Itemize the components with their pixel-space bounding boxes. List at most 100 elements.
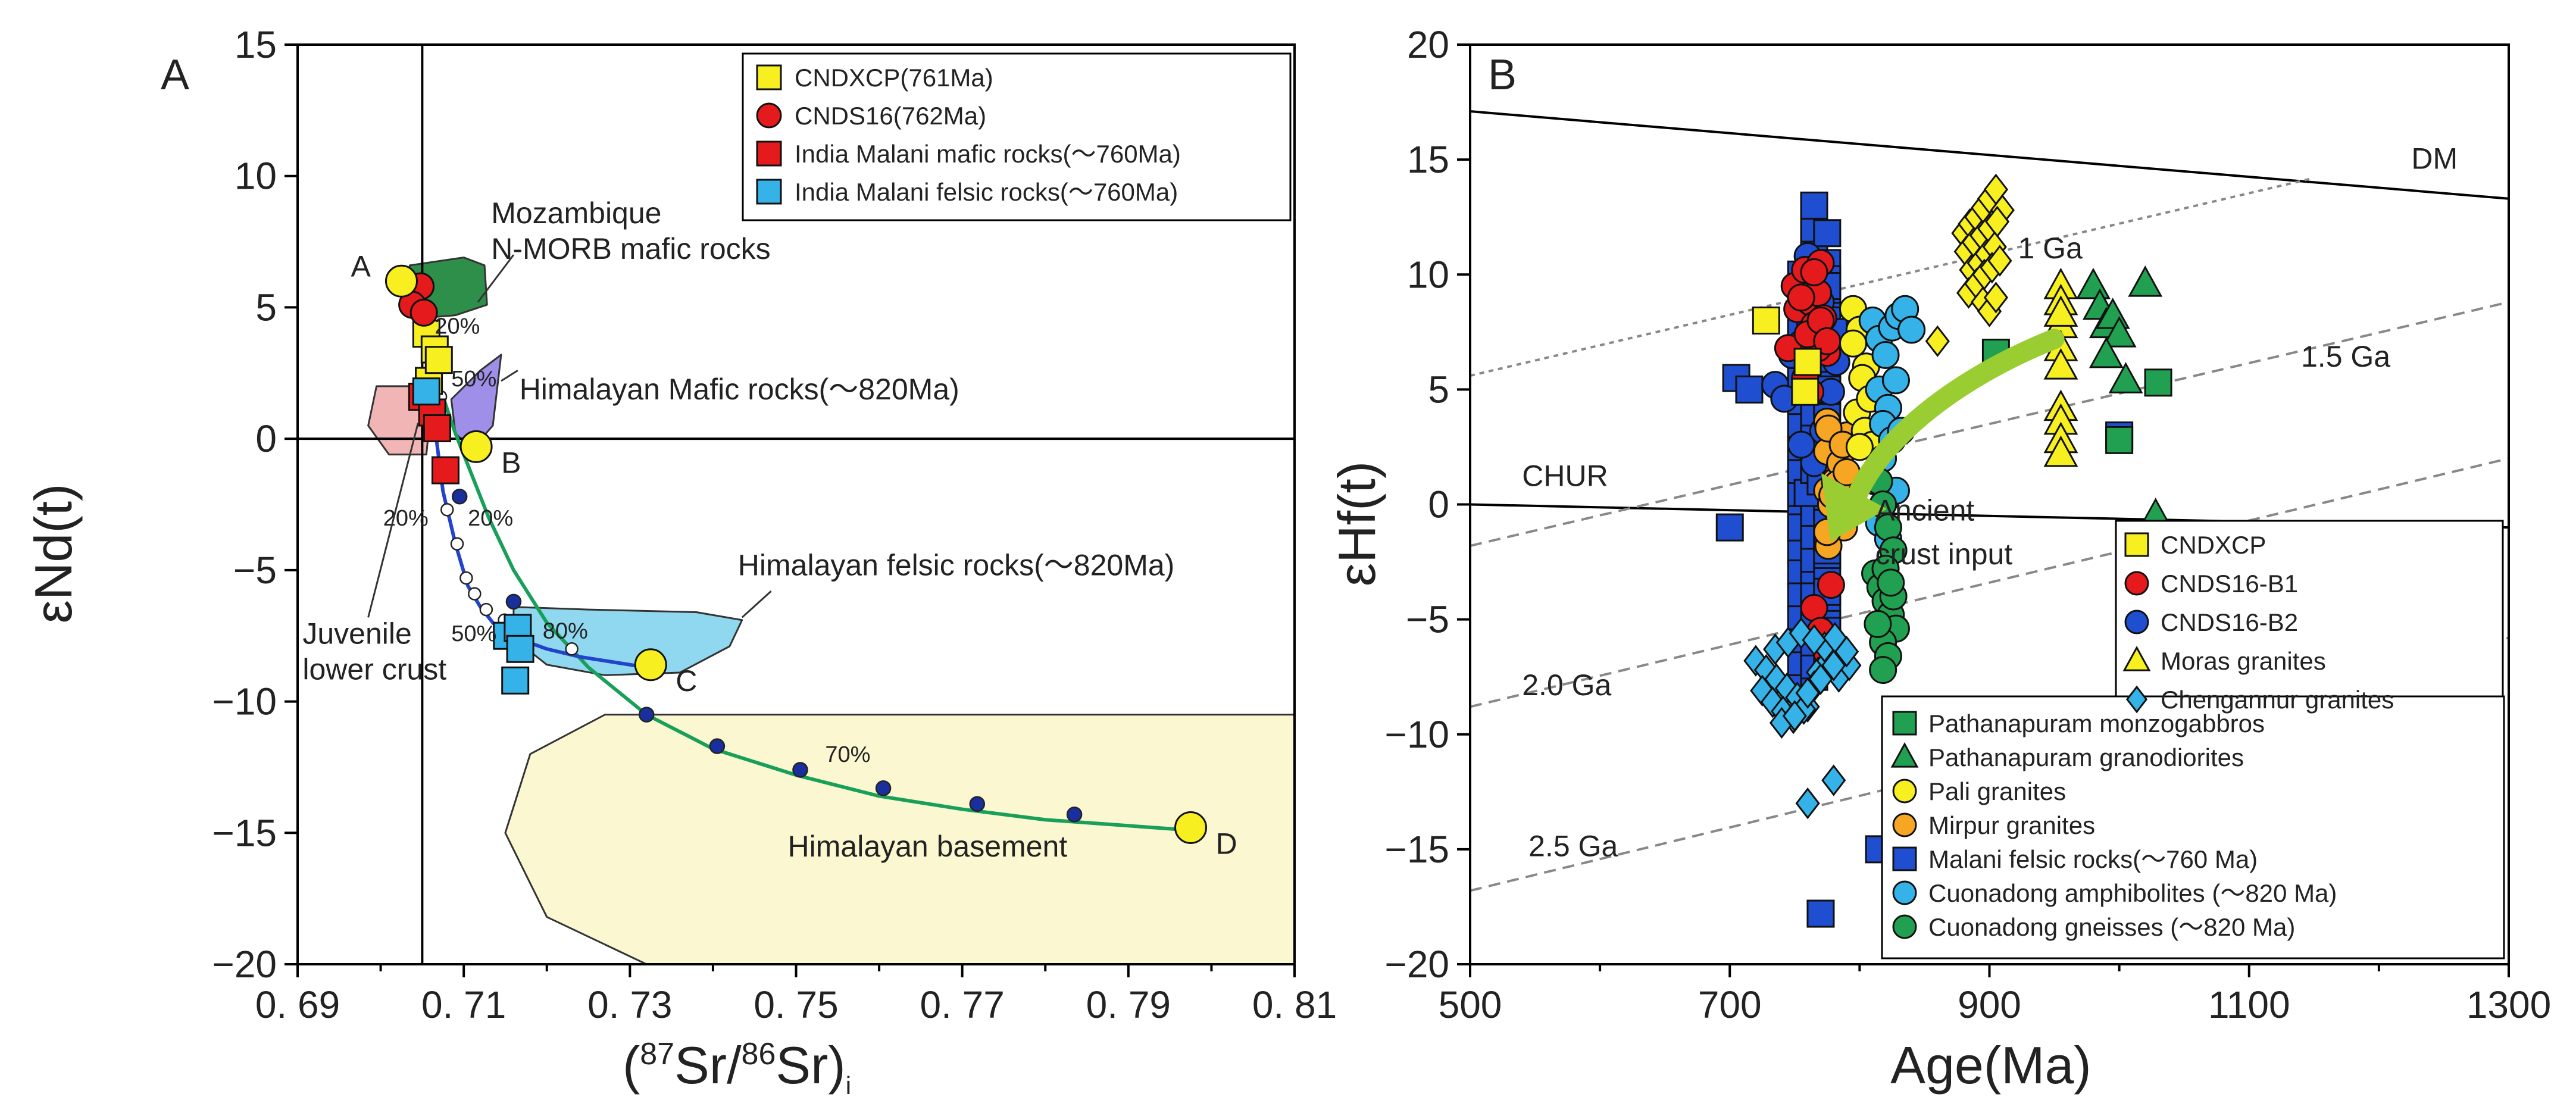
a-ytick-label-4: −5 xyxy=(233,549,277,592)
region-label-himalayan-felsic-rocks-820ma: Himalayan felsic rocks(～820Ma) xyxy=(738,549,1175,582)
b-ytick-label-0: 20 xyxy=(1407,23,1449,66)
legend-b-label-5: Pathanapuram monzogabbros xyxy=(1928,709,2265,737)
point-chengannur-granites-diamond-24 xyxy=(1795,677,1820,709)
point-moras-granites-triangle-7 xyxy=(2043,435,2078,467)
reference-line-dm xyxy=(1470,110,2509,200)
point-moras-granites-diamond-24 xyxy=(1925,325,1950,357)
xlabel-sr-close: Sr) xyxy=(776,1036,845,1095)
legend-b-marker-0 xyxy=(2124,532,2149,557)
a-xtick-label-3: 0. 75 xyxy=(754,983,838,1026)
legend-b-label-2: CNDS16-B2 xyxy=(2161,608,2298,636)
a-ytick-label-7: −20 xyxy=(212,943,277,986)
end-member-label-a: A xyxy=(351,249,371,283)
legend-a-marker-3 xyxy=(756,179,782,205)
point-india-malani-felsic-rocks-760ma-4 xyxy=(501,666,530,695)
point-chengannur-granites-diamond-25 xyxy=(1808,663,1833,695)
line-label-2-5-ga: 2.5 Ga xyxy=(1528,829,1618,862)
point-chengannur-granites-diamond-29 xyxy=(1821,764,1846,796)
point-chengannur-granites-diamond-21 xyxy=(1802,624,1827,657)
leader-line-3 xyxy=(367,423,419,618)
a-ytick-label-3: 0 xyxy=(255,417,277,460)
line-label-2-0-ga: 2.0 Ga xyxy=(1522,668,1611,702)
panel-a-end-members: A B C D xyxy=(351,249,1237,860)
legend-b-marker-3 xyxy=(2122,646,2151,671)
point-pathanapuram-granodiorites-triangle-4 xyxy=(2102,315,2137,348)
region-label-mozambique-n-morb-mafic-rocks-line-1: N-MORB mafic rocks xyxy=(491,232,770,265)
ancient-crust-arrow xyxy=(1821,329,2065,542)
legend-b-marker-4 xyxy=(2125,685,2148,714)
point-chengannur-granites-diamond-23 xyxy=(1782,700,1807,732)
a-xtick-label-0: 0. 69 xyxy=(255,983,340,1026)
point-india-malani-felsic-rocks-760ma-0 xyxy=(412,377,440,406)
b-xtick-label-2: 900 xyxy=(1958,983,2021,1026)
mixing-tick-filled-0 xyxy=(451,489,468,505)
mixing-tick-open-10 xyxy=(565,642,579,656)
line-label-chur: CHUR xyxy=(1522,460,1608,493)
panel-b: DM CHUR 1 Ga 1.5 Ga 2.0 Ga 2.5 Ga Ancient crus… xyxy=(1327,23,2551,1095)
xlabel-paren-open: ( xyxy=(623,1036,640,1095)
point-cuonadong-gneisses-820-ma-circle-14 xyxy=(1877,568,1905,597)
point-cnds16-b1-circle-15 xyxy=(1787,283,1815,312)
mixing-tick-filled-4 xyxy=(792,762,808,778)
point-malani-felsic-rocks-760-ma-square-60 xyxy=(1813,219,1842,248)
region-label-juvenile-lower-crust-line-0: Juvenile xyxy=(302,617,411,650)
a-xtick-label-5: 0. 79 xyxy=(1086,983,1171,1026)
panel-a-percent-labels: 20% 50% 20% 20% 50% 80% 70% xyxy=(383,314,871,768)
legend-b-marker-6 xyxy=(1890,742,1919,768)
legend-b-label-9: Malani felsic rocks(～760 Ma) xyxy=(1928,845,2258,873)
legend-b-marker-8 xyxy=(1892,812,1917,837)
legend-a-label-1: CNDS16(762Ma) xyxy=(795,102,986,130)
point-cnds16-b1-circle-21 xyxy=(1800,593,1828,622)
leader-line-2 xyxy=(741,590,772,618)
leader-line-0 xyxy=(477,254,515,303)
annotation-crust-input: crust input xyxy=(1875,537,2013,571)
end-member-label-d: D xyxy=(1216,827,1237,860)
region-label-himalayan-mafic-rocks-820ma: Himalayan Mafic rocks(～820Ma) xyxy=(520,373,959,406)
point-moras-granites-triangle-9 xyxy=(2043,348,2078,380)
point-cuonadong-gneisses-820-ma-circle-12 xyxy=(1864,609,1892,638)
legend-b-marker-9 xyxy=(1892,846,1917,871)
mixing-tick-open-4 xyxy=(459,571,473,585)
percent-label-4: 50% xyxy=(451,621,496,646)
point-cuonadong-amphibolites-820-ma-circle-9 xyxy=(1881,366,1910,395)
xlabel-sub-i: i xyxy=(846,1071,851,1099)
b-ytick-label-7: −15 xyxy=(1384,828,1449,871)
b-ytick-label-3: 5 xyxy=(1428,368,1449,411)
panel-b-x-axis-label: Age(Ma) xyxy=(1890,1036,2091,1095)
point-chengannur-granites-diamond-27 xyxy=(1834,636,1859,668)
point-chengannur-granites-diamond-26 xyxy=(1821,649,1846,682)
a-xtick-label-1: 0. 71 xyxy=(421,983,506,1026)
panel-a-axis-ticks: 0. 69 0. 71 0. 73 0. 75 0. 77 0. 79 0. 81 15 10 5… xyxy=(212,23,1337,1026)
mixing-tick-filled-1 xyxy=(505,593,522,610)
a-ytick-label-2: 5 xyxy=(255,286,277,329)
panel-a-letter: A xyxy=(161,51,189,99)
point-cuonadong-gneisses-820-ma-circle-15 xyxy=(1869,656,1897,684)
point-malani-felsic-rocks-760-ma-square-92 xyxy=(1735,375,1764,404)
legend-a-label-2: India Malani mafic rocks(～760Ma) xyxy=(795,140,1181,168)
point-moras-granites-triangle-8 xyxy=(2043,295,2078,327)
point-pali-granites-circle-10 xyxy=(1845,433,1874,461)
point-cndxcp-761ma-3 xyxy=(424,346,453,374)
legend-b-marker-10 xyxy=(1892,880,1917,905)
panel-b-line-labels: DM CHUR 1 Ga 1.5 Ga 2.0 Ga 2.5 Ga xyxy=(1522,142,2458,863)
a-xtick-label-6: 0. 81 xyxy=(1252,983,1337,1026)
mixing-tick-filled-6 xyxy=(969,796,986,812)
region-label-mozambique-n-morb-mafic-rocks-line-0: Mozambique xyxy=(491,196,661,230)
xlabel-sr-slash: Sr/ xyxy=(674,1036,742,1095)
annotation-ancient: Ancient xyxy=(1875,494,1975,527)
panel-b-y-axis-label: εHf(t) xyxy=(1327,461,1386,586)
legend-b-label-7: Pali granites xyxy=(1928,777,2066,805)
point-chengannur-granites-diamond-28 xyxy=(1795,787,1820,820)
legend-b-label-4: Chengannur granites xyxy=(2161,686,2394,714)
legend-b-marker-2 xyxy=(2124,609,2149,634)
legend-a-label-3: India Malani felsic rocks(～760Ma) xyxy=(795,178,1178,206)
mixing-tick-filled-2 xyxy=(639,707,655,723)
point-pathanapuram-granodiorites-triangle-5 xyxy=(2128,265,2163,297)
mixing-tick-open-6 xyxy=(479,602,493,617)
ancient-crust-arrow-head xyxy=(1821,473,1887,542)
point-chengannur-granites-diamond-0 xyxy=(1743,645,1768,677)
legend-b-marker-7 xyxy=(1892,779,1917,804)
panel-a: A B C D 20% 50% 20% 20% 50% 80% 70% Himalayan bas… xyxy=(24,23,1337,1099)
point-india-malani-felsic-rocks-760ma-3 xyxy=(506,634,534,663)
legend-a-marker-1 xyxy=(756,102,782,129)
